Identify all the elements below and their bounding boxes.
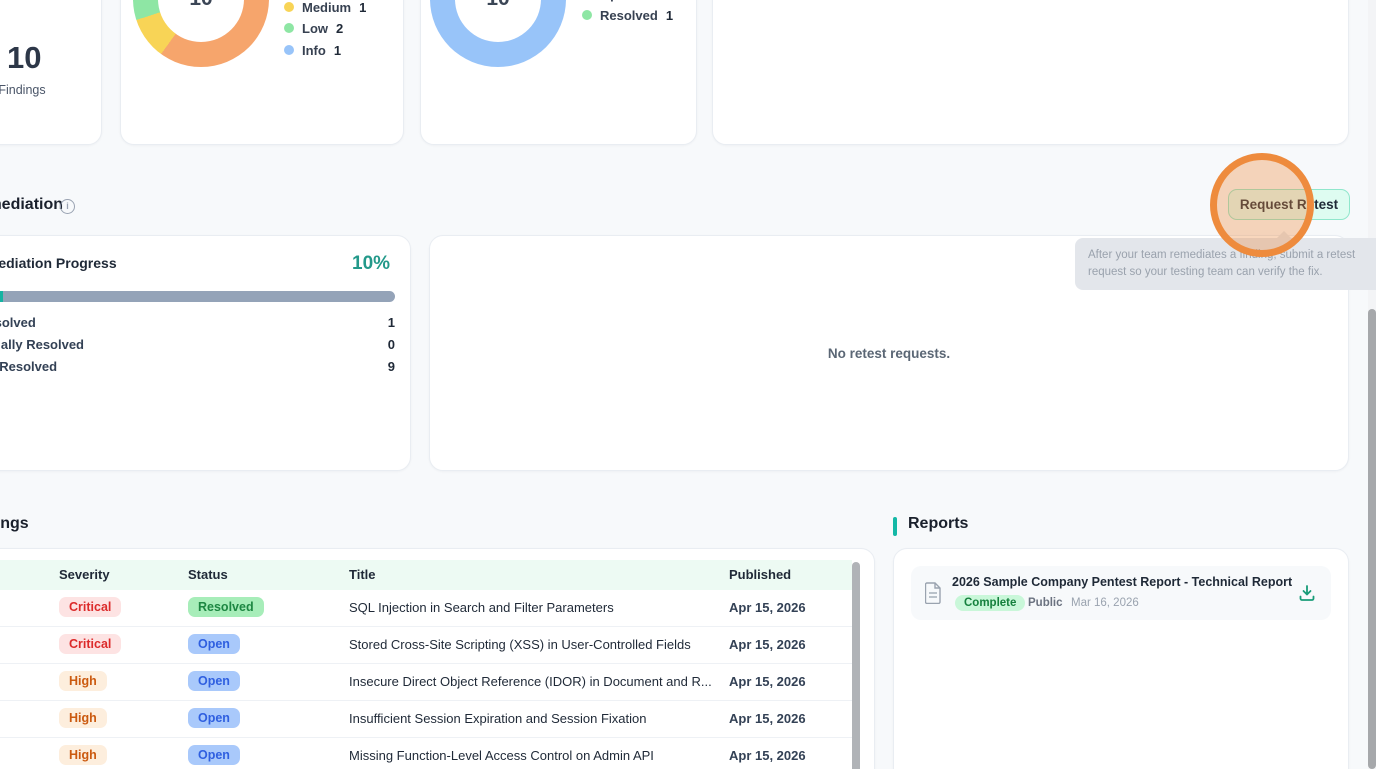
- finding-published: Apr 15, 2026: [729, 637, 806, 652]
- severity-badge: Critical: [59, 634, 122, 654]
- not-resolved-count-value: 9: [387, 359, 395, 374]
- low-dot-icon: [284, 23, 294, 33]
- click-annotation-circle: [1210, 153, 1314, 257]
- download-icon[interactable]: [1299, 585, 1315, 601]
- partially-resolved-count-value: 0: [387, 337, 395, 352]
- status-badge: Resolved: [188, 597, 264, 617]
- medium-dot-icon: [284, 2, 294, 12]
- document-icon: [925, 582, 941, 604]
- page-scrollbar-thumb[interactable]: [1368, 309, 1376, 769]
- table-row[interactable]: 5 High Open Missing Function-Level Acces…: [0, 738, 852, 769]
- remediation-progress-percent: 10%: [352, 253, 391, 274]
- remediation-progress-card: [0, 235, 411, 471]
- status-badge: Open: [188, 671, 240, 691]
- report-list-item[interactable]: 2026 Sample Company Pentest Report - Tec…: [911, 566, 1331, 620]
- col-severity: Severity: [59, 567, 110, 582]
- findings-section-title: Findings: [0, 515, 29, 532]
- progress-bar-fill: [0, 291, 3, 302]
- col-title: Title: [349, 567, 376, 582]
- col-published: Published: [729, 567, 792, 582]
- retest-tooltip-line2: request so your testing team can verify …: [1088, 266, 1323, 278]
- total-findings-value: 10: [7, 40, 42, 75]
- retest-tooltip: After your team remediates a finding, su…: [1075, 238, 1376, 290]
- table-row[interactable]: 3 Critical Open Stored Cross-Site Script…: [0, 627, 852, 664]
- legend-item-info[interactable]: Info 1: [284, 43, 341, 58]
- no-retest-requests-text: No retest requests.: [827, 346, 951, 361]
- finding-title: SQL Injection in Search and Filter Param…: [349, 600, 614, 615]
- resolved-count-label: Resolved: [0, 315, 36, 330]
- resolved-dot-icon: [582, 10, 592, 20]
- remediation-section-title: Remediation: [0, 196, 64, 213]
- finding-title: Stored Cross-Site Scripting (XSS) in Use…: [349, 637, 691, 652]
- status-badge: Open: [188, 708, 240, 728]
- info-icon[interactable]: i: [60, 199, 75, 214]
- finding-published: Apr 15, 2026: [729, 674, 806, 689]
- progress-bar: [0, 291, 395, 302]
- finding-title: Insufficient Session Expiration and Sess…: [349, 711, 647, 726]
- retest-tooltip-line1: After your team remediates a finding, su…: [1088, 249, 1356, 261]
- status-badge: Open: [188, 634, 240, 654]
- total-findings-card: 10 All Findings: [0, 0, 102, 145]
- legend-item-medium[interactable]: Medium 1: [284, 0, 366, 15]
- reports-card: 2026 Sample Company Pentest Report - Tec…: [893, 548, 1349, 769]
- total-findings-label: All Findings: [0, 83, 46, 97]
- severity-badge: Critical: [59, 597, 122, 617]
- finding-published: Apr 15, 2026: [729, 711, 806, 726]
- severity-badge: High: [59, 708, 107, 728]
- col-status: Status: [188, 567, 228, 582]
- severity-chart-card: 10 Medium 1 Low 2 Info 1: [120, 0, 404, 145]
- empty-summary-card: [712, 0, 1349, 145]
- status-donut-total: 10: [468, 0, 528, 14]
- reports-section-title: Reports: [908, 515, 969, 532]
- reports-accent-bar: [893, 517, 897, 536]
- finding-title: Insecure Direct Object Reference (IDOR) …: [349, 674, 712, 689]
- table-scrollbar-thumb[interactable]: [852, 562, 860, 769]
- table-row[interactable]: 2 Critical Resolved SQL Injection in Sea…: [0, 590, 852, 627]
- remediation-progress-label: Remediation Progress: [0, 255, 117, 271]
- finding-published: Apr 15, 2026: [729, 600, 806, 615]
- legend-item-low[interactable]: Low 2: [284, 21, 343, 36]
- report-title: 2026 Sample Company Pentest Report - Tec…: [952, 575, 1293, 589]
- info-dot-icon: [284, 45, 294, 55]
- severity-donut-total: 10: [171, 0, 231, 14]
- table-row[interactable]: 6 High Open Insecure Direct Object Refer…: [0, 664, 852, 701]
- report-status-badge: Complete: [955, 595, 1026, 611]
- legend-item-open[interactable]: Open 9: [582, 0, 648, 2]
- partially-resolved-count-label: Partially Resolved: [0, 337, 84, 352]
- table-row[interactable]: 4 High Open Insufficient Session Expirat…: [0, 701, 852, 738]
- severity-badge: High: [59, 745, 107, 765]
- report-date: Mar 16, 2026: [1071, 597, 1139, 609]
- severity-badge: High: [59, 671, 107, 691]
- finding-title: Missing Function-Level Access Control on…: [349, 748, 654, 763]
- finding-published: Apr 15, 2026: [729, 748, 806, 763]
- resolved-count-value: 1: [387, 315, 395, 330]
- not-resolved-count-label: Not Resolved: [0, 359, 58, 374]
- legend-item-resolved[interactable]: Resolved 1: [582, 8, 673, 23]
- status-badge: Open: [188, 745, 240, 765]
- report-visibility: Public: [1028, 597, 1063, 609]
- findings-table-header: Severity Status Title Published: [0, 560, 852, 590]
- status-chart-card: 10 Open 9 Resolved 1: [420, 0, 697, 145]
